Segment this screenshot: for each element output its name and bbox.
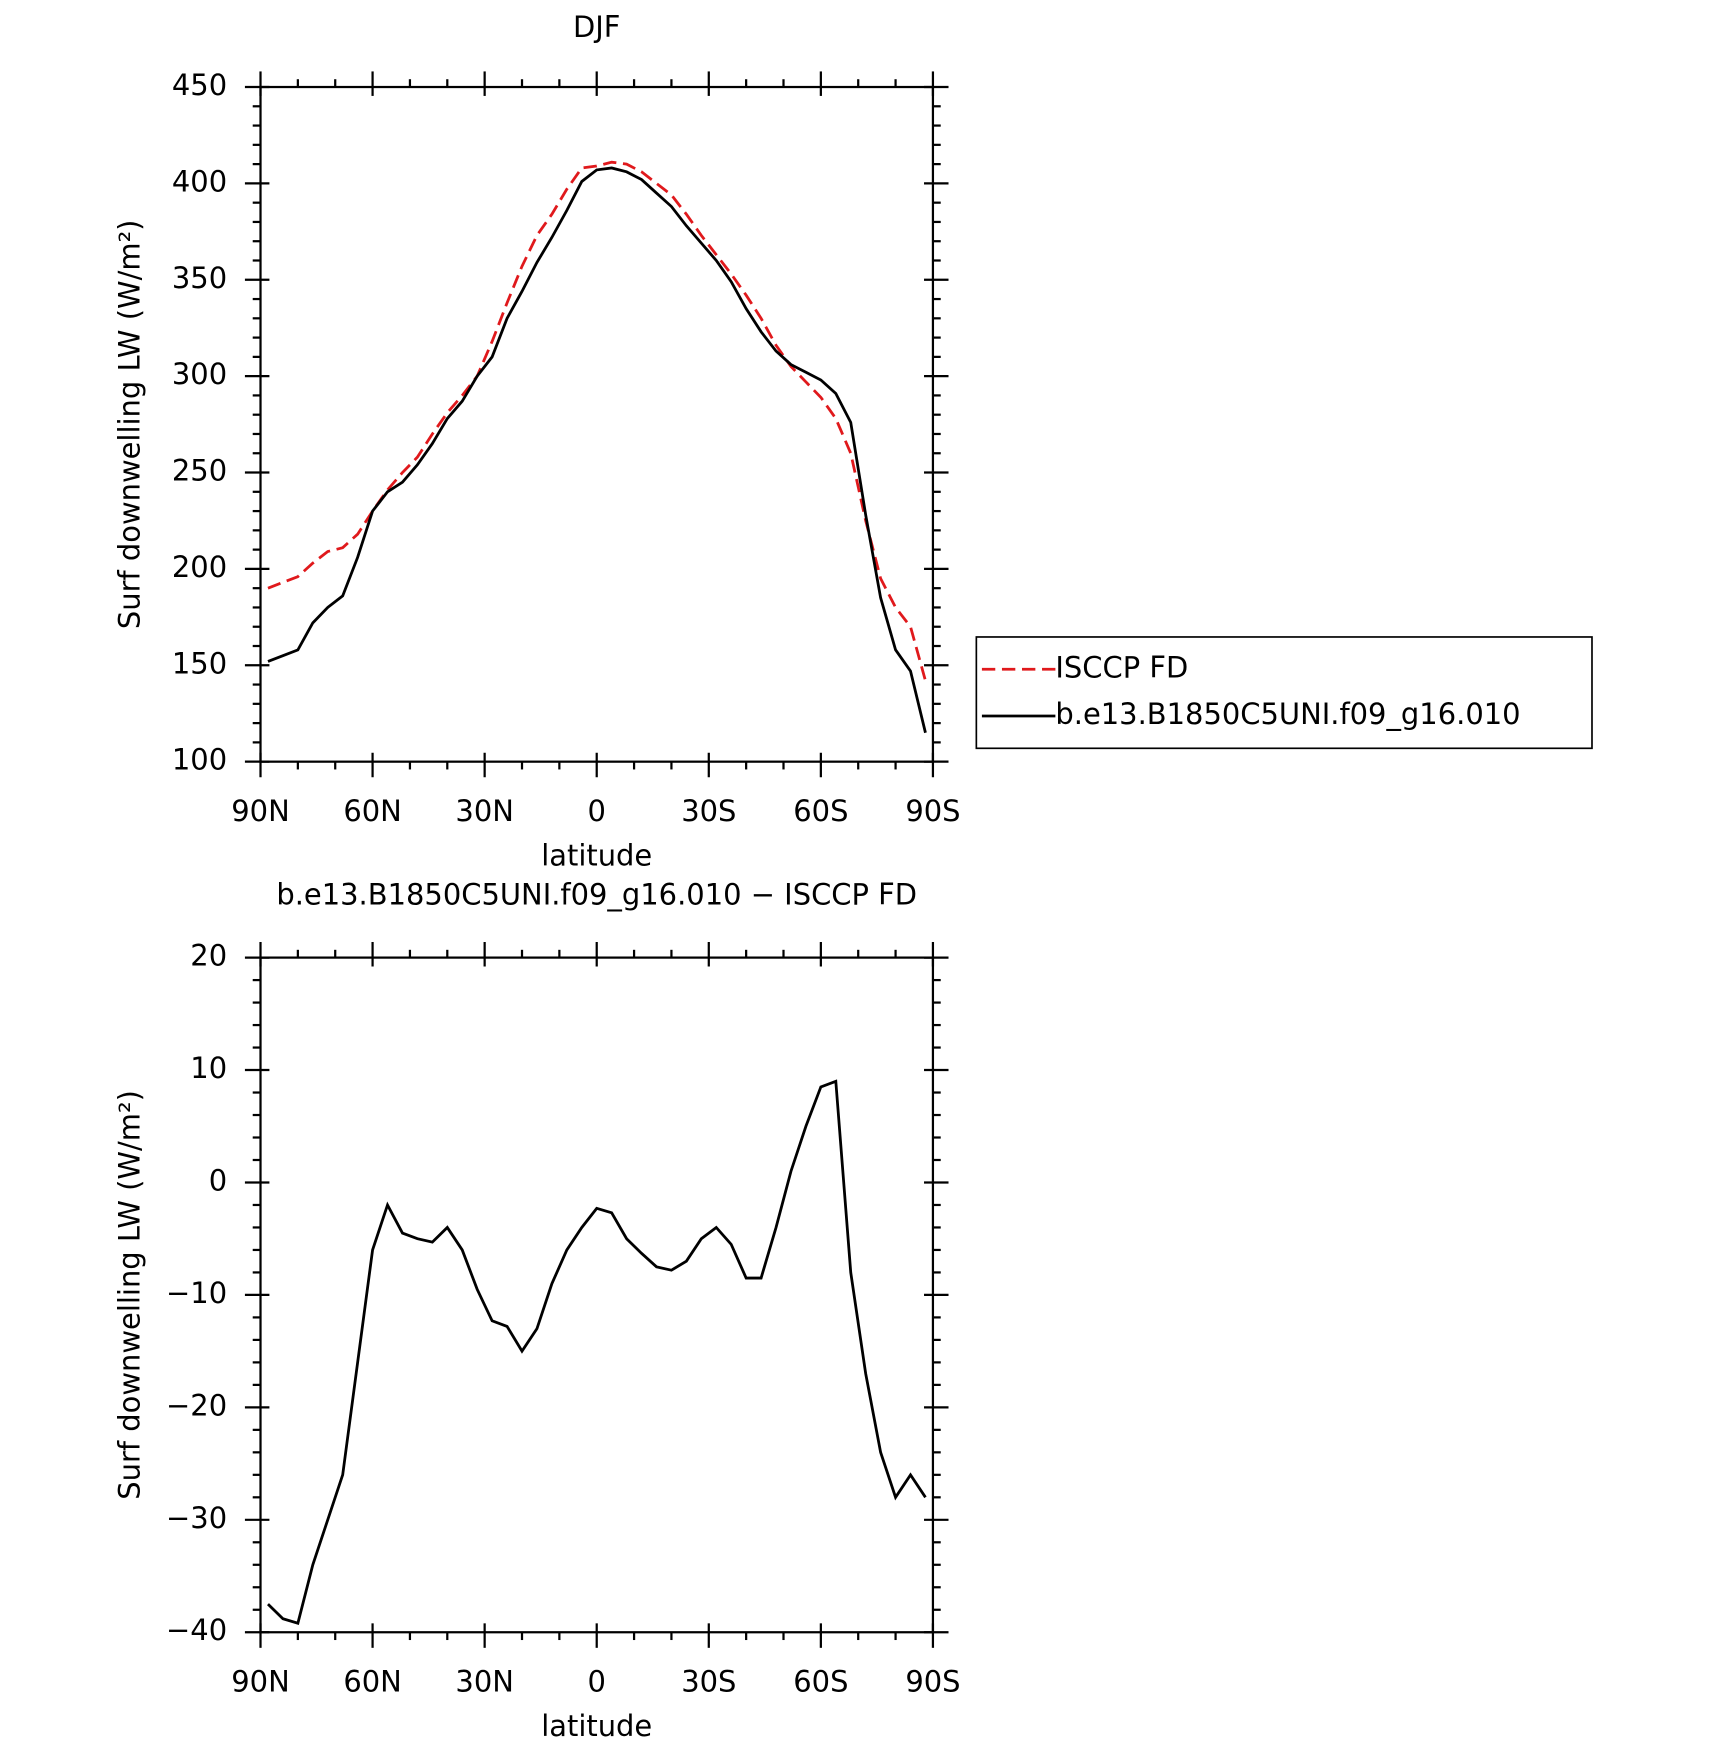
x-tick-label: 0 xyxy=(588,1664,606,1698)
y-tick-label: −10 xyxy=(166,1276,227,1310)
chart-title: DJF xyxy=(573,10,620,44)
y-axis-label: Surf downwelling LW (W/m²) xyxy=(112,1090,146,1500)
y-tick-label: 150 xyxy=(172,646,227,680)
y-tick-label: 400 xyxy=(172,164,227,198)
x-tick-label: 60S xyxy=(793,794,848,828)
data-line xyxy=(267,1079,927,1626)
y-tick-label: 350 xyxy=(172,261,227,295)
x-tick-label: 0 xyxy=(588,794,606,828)
x-tick-label: 60S xyxy=(793,1664,848,1698)
x-tick-label: 90S xyxy=(905,1664,960,1698)
x-tick-label: 90N xyxy=(231,794,289,828)
y-tick-label: 450 xyxy=(172,68,227,102)
plot-frame xyxy=(259,85,935,763)
y-tick-label: 10 xyxy=(190,1051,227,1085)
x-tick-label: 30N xyxy=(455,1664,513,1698)
x-tick-label: 30S xyxy=(681,794,736,828)
x-axis-label: latitude xyxy=(541,838,652,872)
x-tick-label: 90N xyxy=(231,1664,289,1698)
y-tick-label: 0 xyxy=(209,1163,227,1197)
y-tick-label: 250 xyxy=(172,454,227,488)
y-tick-label: 300 xyxy=(172,357,227,391)
x-tick-label: 30N xyxy=(455,794,513,828)
legend-label: ISCCP FD xyxy=(1055,650,1188,684)
x-tick-label: 30S xyxy=(681,1664,736,1698)
data-line xyxy=(267,166,927,734)
y-tick-label: −40 xyxy=(166,1613,227,1647)
x-axis-label: latitude xyxy=(541,1709,652,1743)
chart-title: b.e13.B1850C5UNI.f09_g16.010 − ISCCP FD xyxy=(276,877,917,911)
y-tick-label: 100 xyxy=(172,743,227,777)
x-tick-label: 60N xyxy=(343,794,401,828)
data-line xyxy=(267,160,927,682)
y-tick-label: −20 xyxy=(166,1388,227,1422)
y-tick-label: 20 xyxy=(190,939,227,973)
x-tick-label: 60N xyxy=(343,1664,401,1698)
plot-frame xyxy=(259,956,935,1634)
y-tick-label: 200 xyxy=(172,550,227,584)
legend-box xyxy=(975,636,1593,750)
legend-label: b.e13.B1850C5UNI.f09_g16.010 xyxy=(1055,697,1520,731)
y-tick-label: −30 xyxy=(166,1501,227,1535)
x-tick-label: 90S xyxy=(905,794,960,828)
y-axis-label: Surf downwelling LW (W/m²) xyxy=(112,220,146,630)
